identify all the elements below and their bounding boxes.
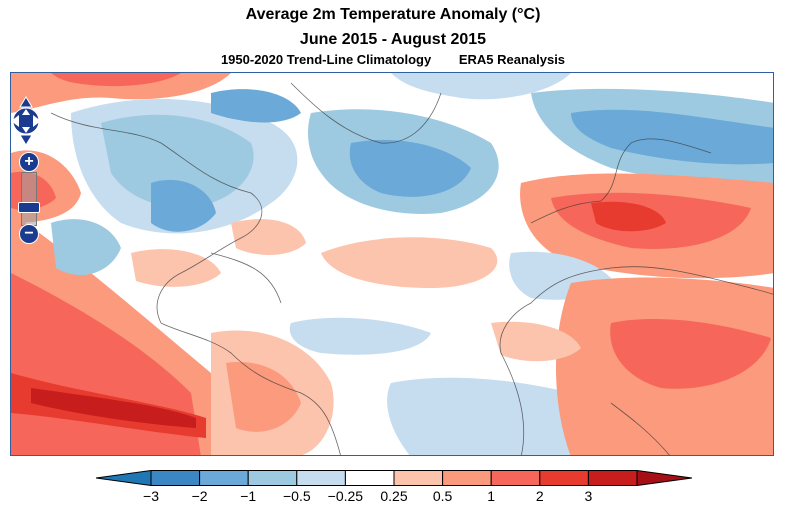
- colorbar-low-extension: [96, 470, 152, 486]
- pan-arrows-icon[interactable]: [10, 95, 42, 147]
- colorbar-tick-label: −1: [240, 488, 257, 504]
- anomaly-map[interactable]: [10, 72, 774, 456]
- zoom-in-button[interactable]: +: [19, 152, 39, 172]
- colorbar-segment: [587, 470, 638, 486]
- colorbar-segment: [150, 470, 201, 486]
- colorbar-segment: [344, 470, 395, 486]
- map-subtitle: 1950-2020 Trend-Line Climatology ERA5 Re…: [0, 52, 786, 67]
- colorbar-segment: [247, 470, 298, 486]
- colorbar-tick-label: −0.25: [327, 488, 364, 504]
- colorbar-segment: [539, 470, 589, 486]
- climatology-label: 1950-2020 Trend-Line Climatology: [220, 52, 432, 67]
- colorbar-tick-label: 3: [584, 488, 593, 504]
- colorbar-tick-label: 1: [487, 488, 496, 504]
- colorbar-segment: [490, 470, 541, 486]
- colorbar-tick-label: −0.5: [282, 488, 311, 504]
- zoom-slider-track[interactable]: [21, 172, 37, 226]
- colorbar-high-extension: [636, 470, 692, 486]
- colorbar-segment: [296, 470, 346, 486]
- colorbar-segment: [442, 470, 492, 486]
- zoom-slider-handle[interactable]: [18, 202, 40, 213]
- anomaly-field: [11, 73, 773, 455]
- colorbar-tick-label: 2: [535, 488, 544, 504]
- colorbar-tick-label: 0.5: [432, 488, 453, 504]
- source-label: ERA5 Reanalysis: [458, 52, 566, 67]
- zoom-out-button[interactable]: −: [19, 224, 39, 244]
- colorbar: [96, 470, 692, 486]
- colorbar-tick-label: −3: [143, 488, 159, 504]
- colorbar-tick-label: −2: [191, 488, 208, 504]
- map-period: June 2015 - August 2015: [299, 31, 487, 48]
- colorbar-segment: [393, 470, 444, 486]
- colorbar-segment: [199, 470, 249, 486]
- map-title: Average 2m Temperature Anomaly (°C): [245, 6, 541, 23]
- colorbar-tick-label: 0.25: [380, 488, 408, 504]
